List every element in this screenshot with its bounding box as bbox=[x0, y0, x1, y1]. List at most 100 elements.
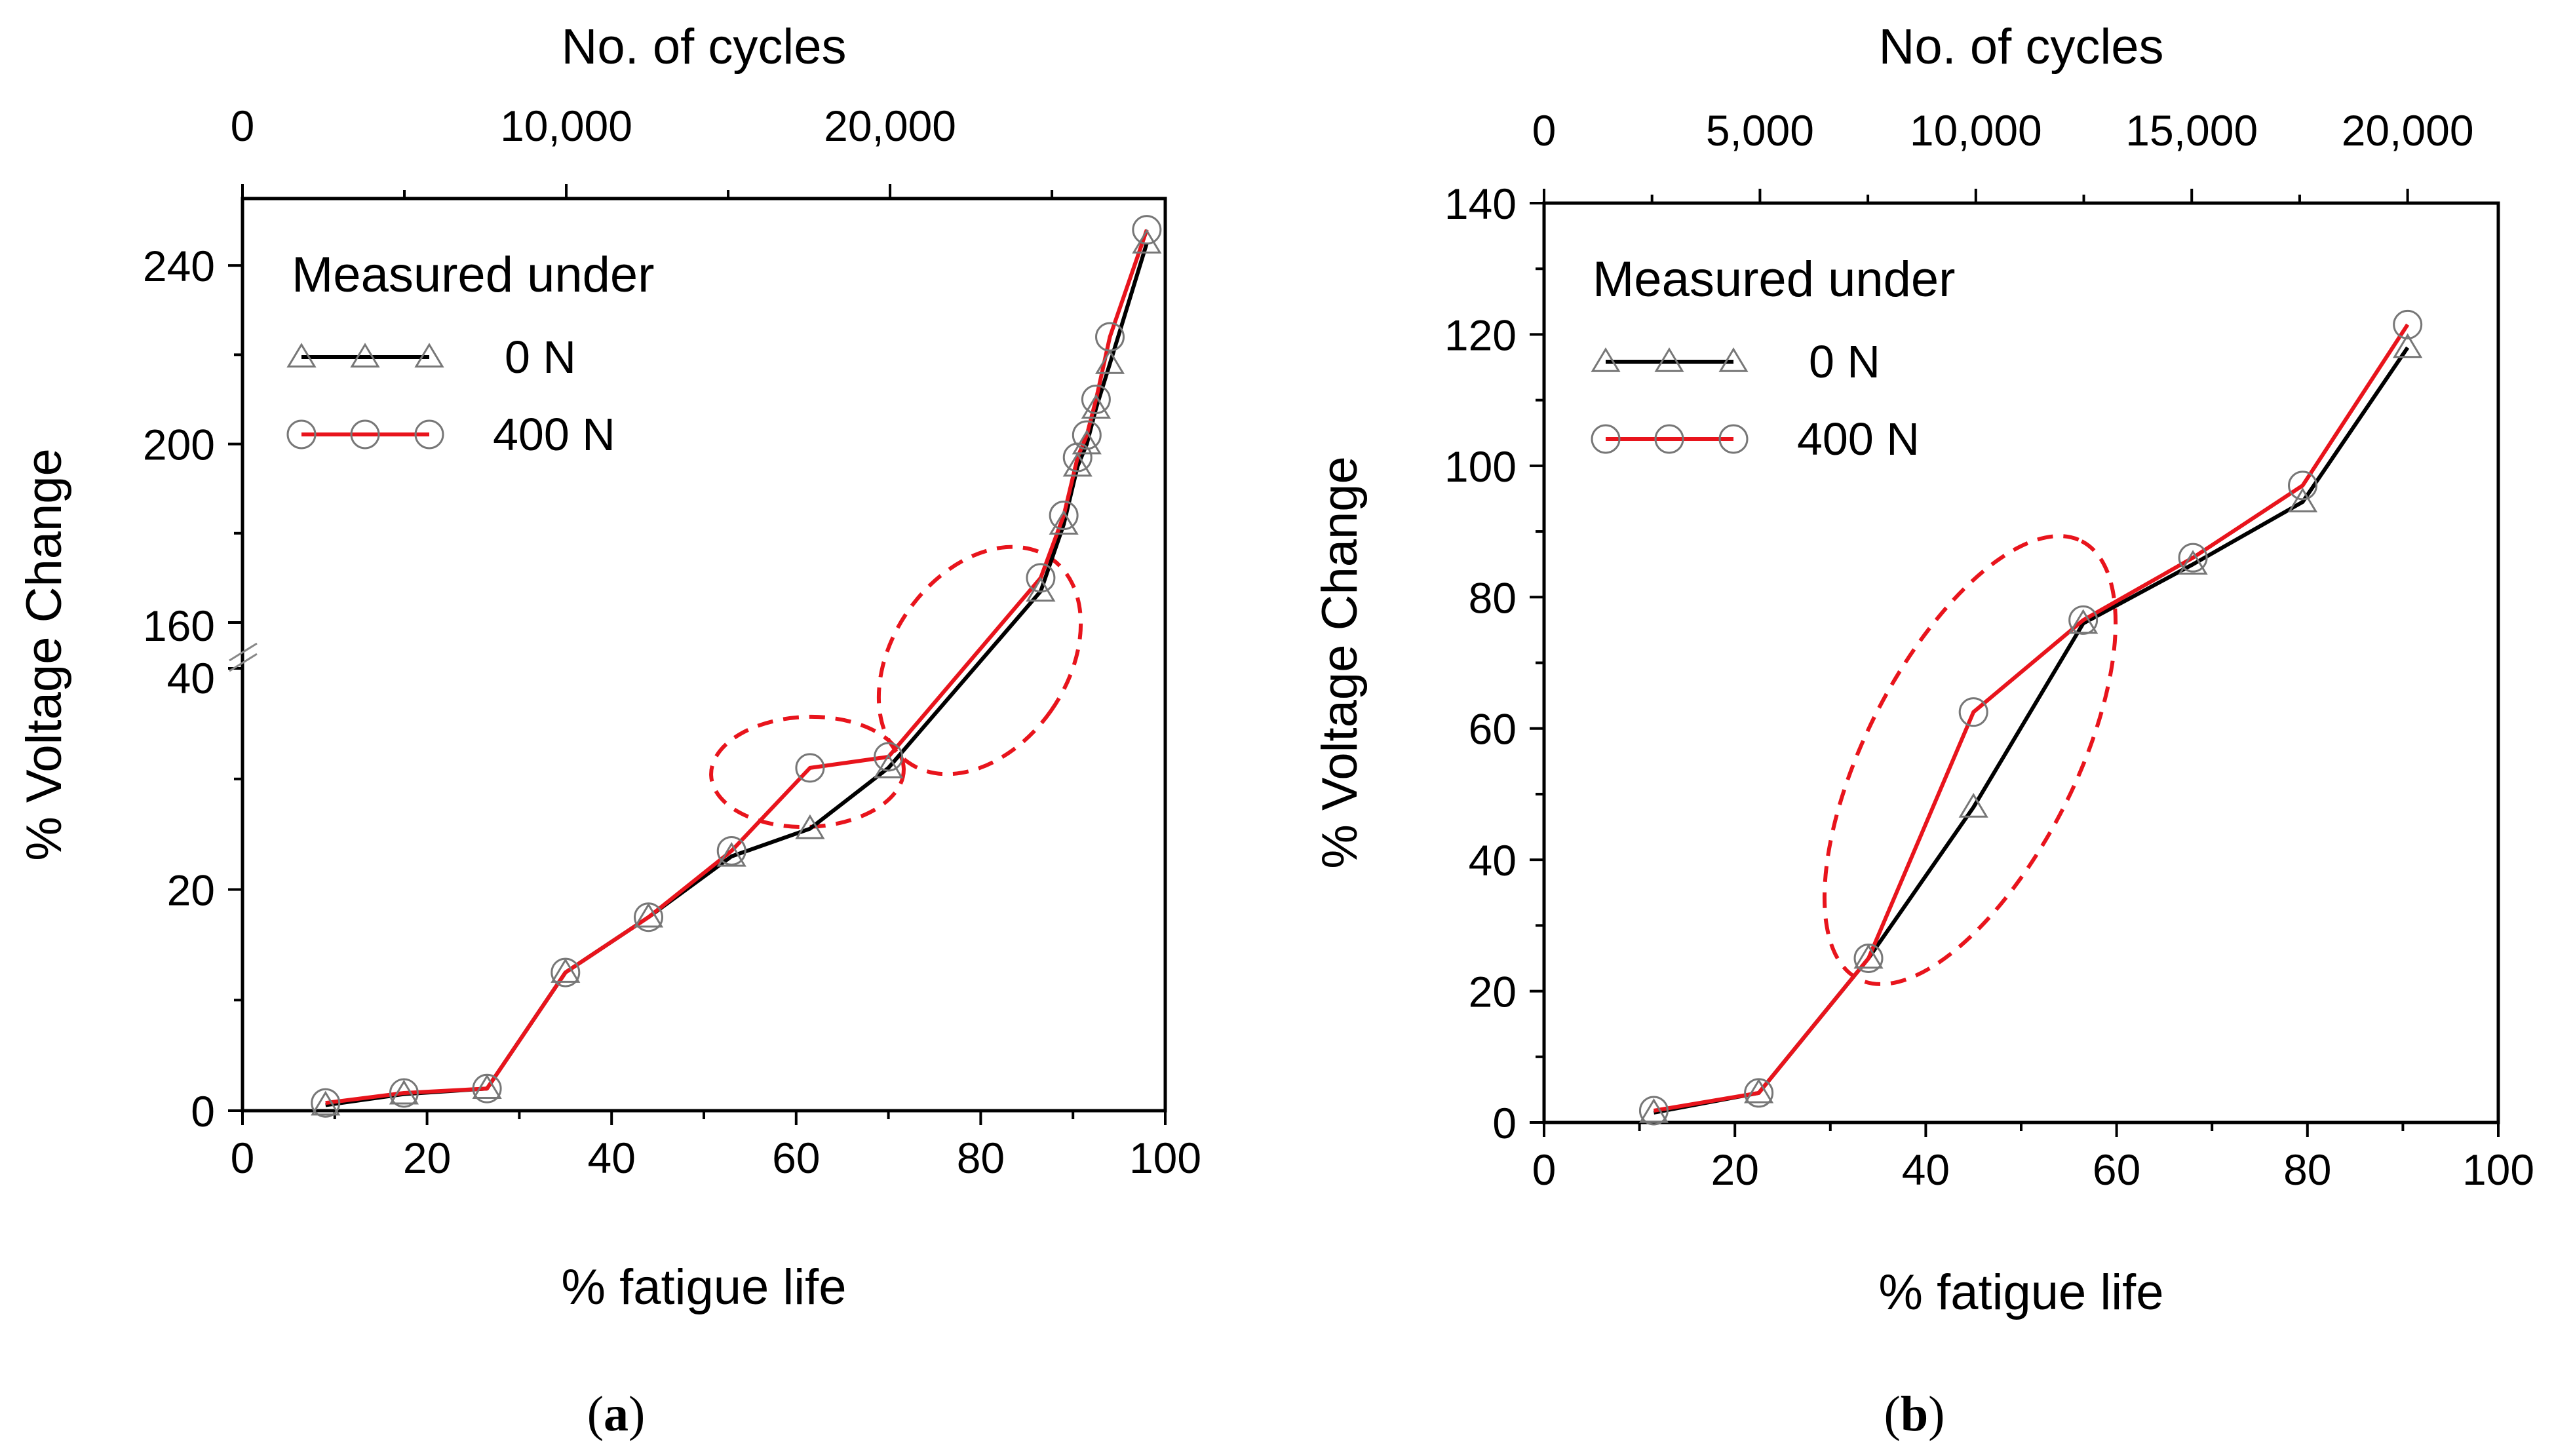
series-line-b-0n bbox=[1653, 346, 2410, 1115]
legend-label-b: 400 N bbox=[1797, 413, 1920, 465]
data-point-a-400n bbox=[874, 742, 904, 772]
data-point-b-0n bbox=[2287, 488, 2318, 512]
y-tick-label-a: 160 bbox=[143, 602, 215, 650]
data-point-a-400n bbox=[551, 957, 581, 987]
x-tick-label-a: 40 bbox=[587, 1134, 635, 1182]
data-point-a-400n bbox=[1049, 501, 1079, 531]
axis-ticks-a bbox=[228, 184, 1167, 1125]
data-point-a-400n bbox=[1072, 420, 1102, 450]
data-point-a-400n bbox=[1132, 215, 1162, 245]
data-point-a-0n bbox=[551, 958, 581, 983]
data-point-a-0n bbox=[795, 814, 825, 839]
x2-tick-label-a: 10,000 bbox=[500, 102, 632, 150]
x2-tick-label-b: 15,000 bbox=[2125, 106, 2258, 155]
x2-axis-label-a: No. of cycles bbox=[561, 19, 846, 75]
legend-marker-a bbox=[286, 419, 317, 450]
axis-break-mark-a bbox=[229, 653, 258, 672]
panel-letter-a: a bbox=[604, 1387, 629, 1442]
x2-tick-label-b: 0 bbox=[1532, 106, 1557, 155]
legend-marker-b bbox=[1591, 347, 1621, 372]
x-tick-label-b: 100 bbox=[2462, 1145, 2534, 1194]
data-point-b-400n bbox=[2393, 309, 2423, 339]
x2-axis-label-b: No. of cycles bbox=[1878, 19, 2163, 75]
data-point-b-400n bbox=[1638, 1096, 1669, 1126]
chart-panel-b: 0 20 40 60 80 100 0 5,000 10,000 15,000 20,000 0 20 4… bbox=[1312, 19, 2534, 1442]
legend-title-a: Measured under bbox=[292, 247, 654, 303]
data-point-a-0n bbox=[874, 753, 904, 778]
x-tick-label-a: 60 bbox=[772, 1134, 820, 1182]
x-axis-label-a: % fatigue life bbox=[561, 1259, 846, 1315]
data-point-a-0n bbox=[1094, 349, 1125, 374]
data-point-a-400n bbox=[1081, 384, 1111, 414]
axis-ticks-b bbox=[1530, 189, 2500, 1137]
data-point-a-0n bbox=[1062, 451, 1093, 477]
y-tick-label-b: 60 bbox=[1469, 705, 1517, 754]
x-tick-label-a: 0 bbox=[231, 1134, 255, 1182]
y-tick-label-b: 0 bbox=[1492, 1099, 1517, 1147]
x2-tick-label-b: 5,000 bbox=[1706, 106, 1814, 155]
x2-tick-label-a: 0 bbox=[231, 102, 255, 150]
y-tick-label-b: 140 bbox=[1444, 180, 1517, 228]
y-tick-label-b: 100 bbox=[1444, 442, 1517, 491]
panel-label-b: (b) bbox=[1884, 1387, 1945, 1442]
legend-marker-b bbox=[1718, 347, 1749, 372]
x-tick-label-a: 20 bbox=[403, 1134, 451, 1182]
y-axis-label-b: % Voltage Change bbox=[1312, 456, 1368, 869]
legend-entries-b: 0 N 400 N bbox=[1591, 336, 1920, 465]
legend-a: Measured under 0 N 400 N bbox=[286, 247, 654, 460]
legend-marker-b bbox=[1654, 347, 1684, 372]
legend-marker-b bbox=[1718, 424, 1749, 454]
x-axis-label-b: % fatigue life bbox=[1878, 1265, 2163, 1320]
y-tick-label-a: 20 bbox=[167, 866, 215, 915]
data-point-a-0n bbox=[1049, 510, 1079, 535]
legend-marker-b bbox=[1654, 424, 1684, 454]
data-point-a-400n bbox=[389, 1078, 419, 1108]
plot-frame-b bbox=[1542, 201, 2500, 1124]
x2-tick-label-b: 10,000 bbox=[1910, 106, 2042, 155]
y-tick-label-a: 240 bbox=[143, 242, 215, 290]
data-point-b-0n bbox=[2178, 550, 2208, 575]
data-point-b-400n bbox=[2178, 543, 2208, 573]
plot-frame-a bbox=[241, 197, 1167, 1113]
panel-letter-b: b bbox=[1901, 1387, 1928, 1442]
x2-tick-label-a: 20,000 bbox=[824, 102, 956, 150]
x-tick-label-b: 0 bbox=[1532, 1145, 1557, 1194]
series-layer-a bbox=[311, 215, 1162, 1118]
data-point-b-0n bbox=[1744, 1078, 1774, 1103]
y-tick-label-a: 40 bbox=[167, 654, 215, 702]
y-tick-label-a: 200 bbox=[143, 421, 215, 469]
data-point-a-400n bbox=[1095, 322, 1125, 352]
axis-break-mark-a bbox=[229, 642, 258, 662]
data-point-b-0n bbox=[1958, 793, 1988, 818]
highlight-ellipse-b bbox=[1822, 534, 2118, 986]
series-line-a-400n bbox=[325, 229, 1149, 1105]
data-point-a-0n bbox=[472, 1074, 502, 1099]
data-point-a-400n bbox=[1026, 563, 1056, 593]
panel-label-a: (a) bbox=[587, 1387, 646, 1442]
legend-marker-a bbox=[350, 419, 380, 450]
x-tick-label-b: 60 bbox=[2093, 1145, 2140, 1194]
data-point-a-0n bbox=[633, 902, 664, 928]
series-line-a-0n bbox=[325, 242, 1149, 1107]
y-tick-label-b: 120 bbox=[1444, 311, 1517, 359]
data-point-b-400n bbox=[1744, 1078, 1774, 1108]
data-point-a-400n bbox=[795, 753, 825, 783]
x-tick-label-a: 80 bbox=[957, 1134, 1005, 1182]
data-point-a-0n bbox=[311, 1090, 341, 1116]
tick-labels-b: 0 20 40 60 80 100 0 5,000 10,000 15,000 20,000 0 20 4… bbox=[1444, 106, 2534, 1194]
legend-marker-a bbox=[286, 343, 317, 368]
legend-entries-a: 0 N 400 N bbox=[286, 332, 615, 460]
y-tick-label-b: 40 bbox=[1469, 836, 1517, 885]
data-point-b-400n bbox=[1958, 697, 1988, 727]
data-point-a-400n bbox=[1062, 442, 1093, 472]
x-tick-label-b: 80 bbox=[2283, 1145, 2331, 1194]
data-point-b-400n bbox=[1853, 943, 1884, 973]
data-point-b-0n bbox=[1853, 944, 1884, 969]
series-layer-b bbox=[1638, 309, 2423, 1126]
x-tick-label-a: 100 bbox=[1129, 1134, 1201, 1182]
axis-break-a bbox=[229, 642, 258, 672]
data-point-b-0n bbox=[2393, 333, 2423, 358]
